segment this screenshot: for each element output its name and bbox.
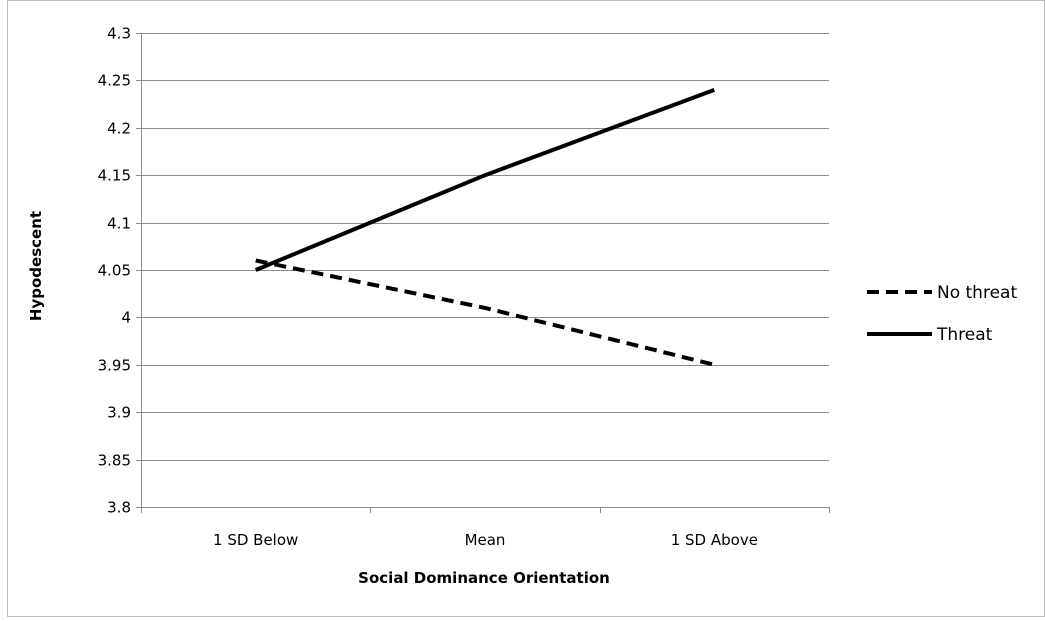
y-tick-label: 3.8 bbox=[107, 499, 131, 517]
x-tick-label: 1 SD Below bbox=[213, 531, 298, 549]
y-tick-label: 3.85 bbox=[98, 452, 131, 470]
legend: No threat Threat bbox=[867, 283, 1017, 345]
chart-area-border bbox=[7, 0, 1045, 617]
y-tick-label: 4.25 bbox=[98, 72, 131, 90]
x-tick-label: 1 SD Above bbox=[671, 531, 758, 549]
y-tick-label: 4.05 bbox=[98, 262, 131, 280]
gridlines bbox=[141, 33, 829, 461]
legend-label: Threat bbox=[936, 325, 993, 345]
series-line-threat bbox=[254, 88, 715, 272]
y-tick-label: 4 bbox=[121, 309, 131, 327]
x-tick-label: Mean bbox=[465, 531, 506, 549]
y-axis-title: Hypodescent bbox=[27, 211, 45, 321]
y-tick-label: 4.2 bbox=[107, 120, 131, 138]
y-tick-labels: 3.8 3.85 3.9 3.95 4 4.05 4.1 4.15 4.2 4.25 4.3 bbox=[98, 25, 131, 517]
y-tick-label: 4.15 bbox=[98, 167, 131, 185]
series-line-no-threat bbox=[255, 258, 715, 367]
axes bbox=[136, 33, 830, 513]
x-tick-labels: 1 SD Below Mean 1 SD Above bbox=[213, 531, 758, 549]
y-tick-label: 4.1 bbox=[107, 215, 131, 233]
y-tick-label: 3.9 bbox=[107, 404, 131, 422]
y-tick-label: 3.95 bbox=[98, 357, 131, 375]
x-axis-title: Social Dominance Orientation bbox=[358, 569, 610, 587]
series-lines bbox=[254, 88, 715, 367]
y-tick-label: 4.3 bbox=[107, 25, 131, 43]
legend-label: No threat bbox=[937, 283, 1017, 303]
